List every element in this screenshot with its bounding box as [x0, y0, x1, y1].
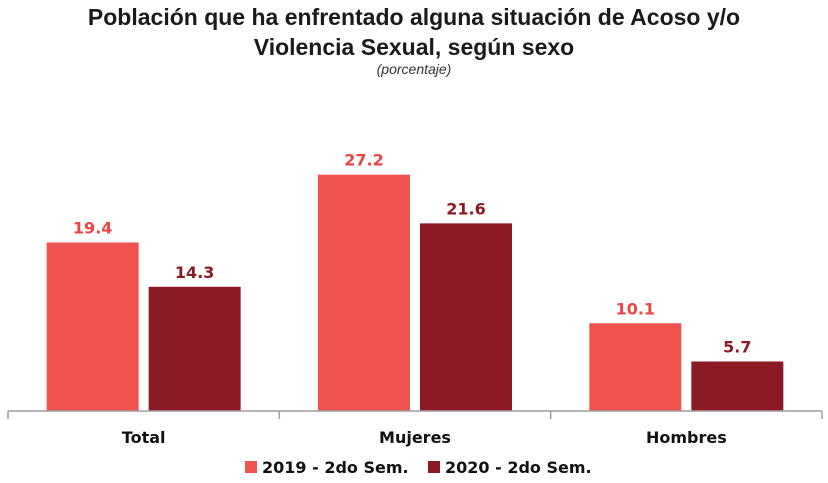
- bar: [46, 242, 139, 411]
- bars-layer: 19.4 14.3 27.2 21.6 10.1 5.7: [46, 151, 784, 411]
- category-label: Mujeres: [379, 428, 451, 447]
- bar: [691, 361, 784, 411]
- chart-title-line-1: Población que ha enfrentado alguna situa…: [87, 4, 741, 30]
- legend-swatch: [428, 461, 440, 473]
- data-label: 19.4: [73, 218, 112, 237]
- data-label: 5.7: [723, 337, 751, 356]
- data-label: 21.6: [446, 199, 485, 218]
- data-label: 27.2: [344, 151, 383, 170]
- category-label: Total: [122, 428, 166, 447]
- bar: [318, 174, 410, 411]
- x-axis-ticks: [7, 411, 823, 419]
- bar: [589, 323, 682, 411]
- legend-swatch: [245, 461, 257, 473]
- chart-title: Población que ha enfrentado alguna situa…: [0, 2, 828, 62]
- category-labels: Total Mujeres Hombres: [122, 428, 727, 447]
- category-label: Hombres: [646, 428, 727, 447]
- bar: [148, 286, 241, 411]
- legend-label: 2019 - 2do Sem.: [262, 458, 409, 477]
- legend-label: 2020 - 2do Sem.: [445, 458, 592, 477]
- bar: [420, 223, 512, 411]
- chart-title-line-2: Violencia Sexual, según sexo: [253, 34, 575, 60]
- data-label: 10.1: [616, 299, 655, 318]
- data-label: 14.3: [175, 263, 214, 282]
- legend: 2019 - 2do Sem. 2020 - 2do Sem.: [245, 458, 592, 477]
- chart-subtitle: (porcentaje): [376, 61, 452, 77]
